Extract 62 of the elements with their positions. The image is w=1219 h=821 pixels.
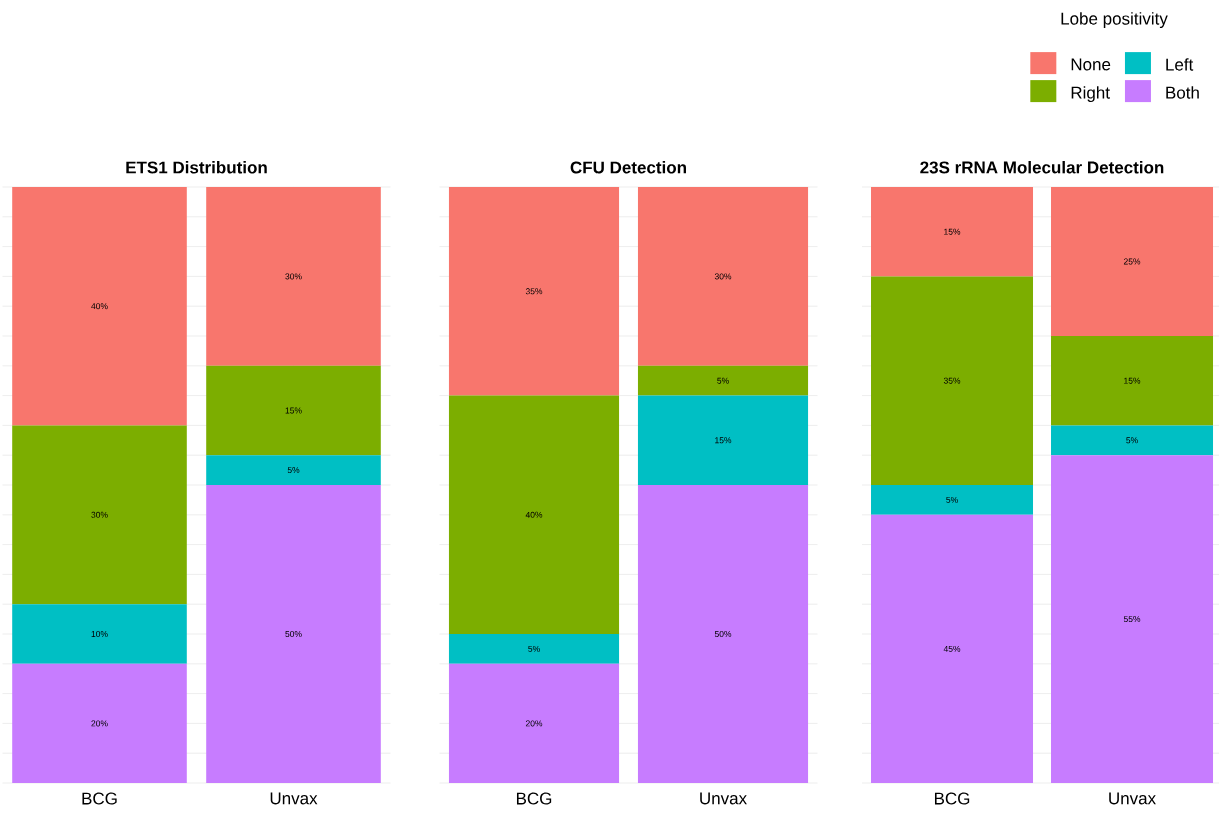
data-label: 15%	[944, 228, 961, 235]
bar	[448, 395, 620, 634]
data-label: 55%	[1123, 616, 1141, 623]
bar	[206, 485, 381, 783]
bar	[206, 186, 381, 366]
legend-title: Lobe positivity	[1061, 12, 1168, 29]
data-label: 20%	[525, 720, 543, 727]
data-label: 5%	[717, 377, 729, 384]
data-label: 25%	[1123, 258, 1141, 265]
data-label: 15%	[1124, 377, 1141, 384]
data-label: 35%	[943, 377, 961, 384]
chart-title: 23S rRNA Molecular Detection	[920, 160, 1164, 174]
bar	[1051, 425, 1214, 456]
data-label: 45%	[943, 645, 961, 652]
bar	[12, 604, 187, 664]
bar	[1051, 186, 1214, 336]
bar	[448, 634, 620, 664]
bar	[1051, 455, 1214, 783]
x-tick-label: BCG	[934, 792, 970, 805]
data-label: 15%	[285, 407, 302, 414]
data-label: 50%	[714, 630, 732, 637]
data-label: 50%	[285, 630, 302, 637]
x-tick-label: Unvax	[270, 792, 318, 805]
legend-label: Right	[1071, 86, 1110, 103]
x-tick-label: BCG	[516, 792, 552, 805]
x-tick-label: Unvax	[700, 792, 747, 805]
chart-title: CFU Detection	[570, 161, 686, 174]
data-label: 15%	[715, 437, 732, 444]
legend-label: None	[1071, 58, 1111, 71]
bar	[12, 186, 187, 426]
data-label: 5%	[528, 645, 540, 652]
bar	[637, 395, 809, 485]
bar	[448, 186, 620, 396]
data-label: 5%	[287, 467, 300, 474]
data-label: 35%	[525, 288, 543, 295]
data-label: 30%	[714, 273, 732, 280]
bar	[871, 186, 1034, 277]
x-tick-label: BCG	[82, 792, 117, 805]
data-label: 30%	[91, 511, 108, 518]
data-label: 5%	[946, 496, 958, 503]
bar	[12, 663, 187, 783]
bar	[871, 514, 1034, 783]
legend-label: Both	[1166, 86, 1199, 99]
data-label: 40%	[91, 303, 108, 310]
data-label: 5%	[1126, 437, 1138, 444]
bar	[871, 485, 1034, 515]
bar	[206, 365, 381, 456]
legend-label: Left	[1166, 58, 1194, 71]
bar	[12, 425, 187, 605]
data-label: 40%	[525, 511, 543, 518]
bar	[1051, 336, 1214, 426]
bar	[871, 276, 1034, 485]
bar	[637, 485, 809, 783]
data-label: 20%	[91, 720, 108, 727]
bar	[637, 186, 809, 366]
bar	[448, 663, 620, 783]
x-tick-label: Unvax	[1109, 792, 1156, 805]
bar	[206, 455, 381, 485]
chart-title: ETS1 Distribution	[126, 161, 267, 174]
bar	[637, 365, 809, 396]
data-label: 10%	[91, 630, 108, 637]
data-label: 30%	[285, 273, 302, 280]
